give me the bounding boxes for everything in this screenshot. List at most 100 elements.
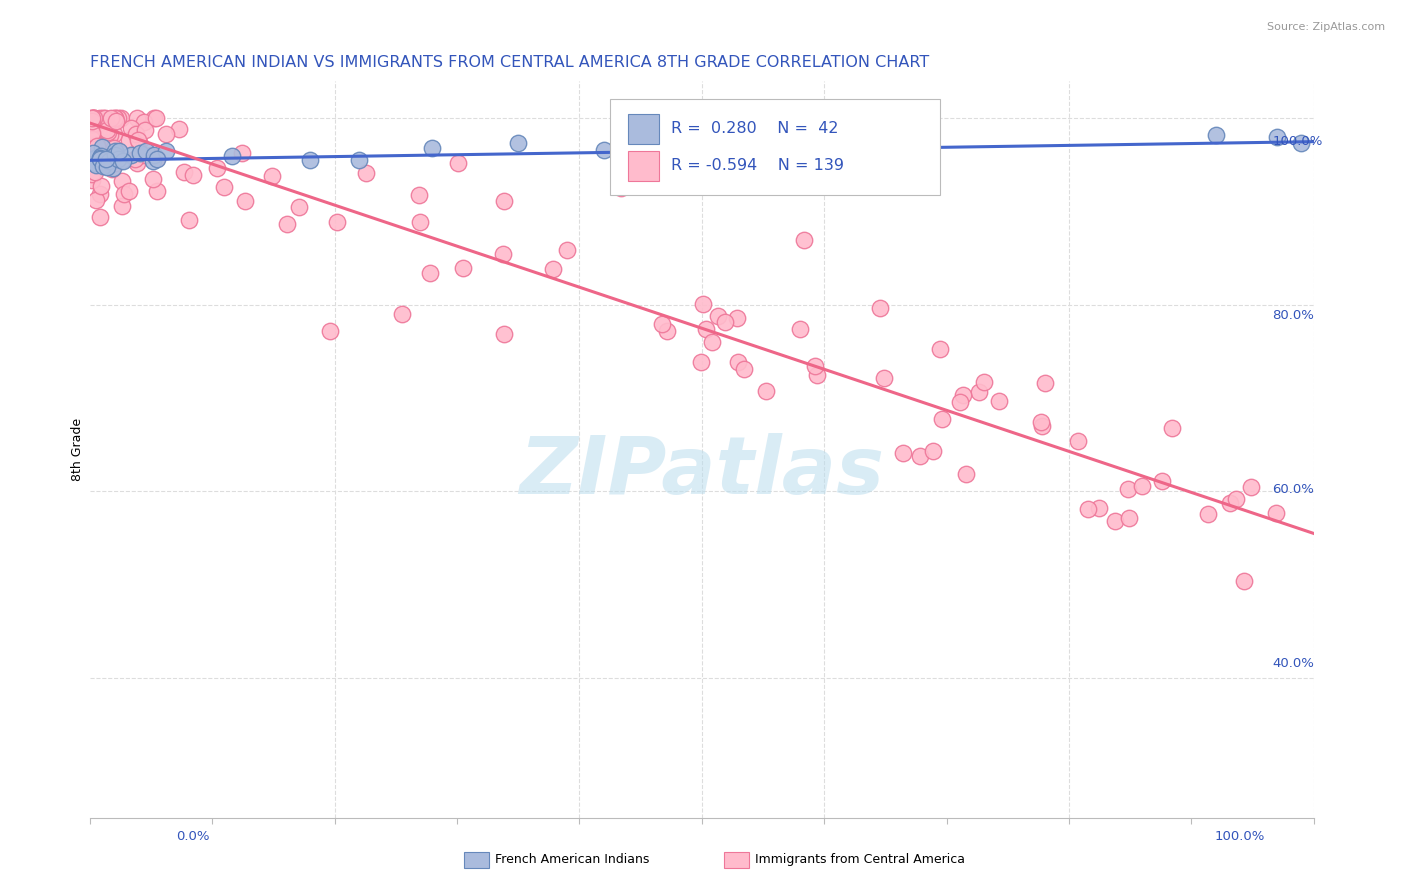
Point	[111, 153, 134, 167]
Point	[97, 125, 120, 139]
Point	[949, 394, 972, 409]
Point	[82, 143, 104, 157]
Point	[145, 184, 167, 198]
Point	[82, 117, 104, 131]
Point	[90, 179, 112, 194]
Point	[727, 355, 749, 369]
Point	[1088, 501, 1111, 516]
Point	[82, 114, 104, 128]
Point	[82, 145, 104, 160]
Text: 60.0%: 60.0%	[1272, 483, 1315, 496]
Point	[83, 112, 105, 126]
Point	[326, 215, 349, 229]
Point	[94, 152, 117, 166]
Point	[103, 161, 125, 175]
Point	[610, 181, 633, 195]
Point	[955, 467, 977, 481]
Point	[908, 449, 931, 463]
Point	[260, 169, 283, 183]
Point	[145, 152, 167, 166]
Point	[1104, 515, 1126, 529]
Point	[89, 152, 111, 166]
Point	[120, 120, 142, 135]
Point	[508, 136, 530, 151]
Point	[89, 211, 111, 225]
Point	[103, 145, 125, 159]
Point	[707, 310, 730, 324]
Point	[112, 153, 135, 168]
Point	[93, 112, 115, 126]
Point	[931, 412, 953, 426]
Point	[233, 194, 256, 209]
Point	[134, 123, 156, 137]
Point	[110, 112, 132, 126]
Point	[108, 149, 131, 163]
Point	[104, 112, 127, 126]
Bar	[628, 114, 659, 144]
Point	[873, 371, 896, 385]
Point	[94, 120, 117, 134]
Text: 100.0%: 100.0%	[1272, 136, 1323, 148]
Point	[494, 327, 516, 342]
Point	[94, 112, 117, 126]
Point	[132, 148, 155, 162]
Point	[83, 112, 105, 126]
Text: French American Indians: French American Indians	[495, 854, 650, 866]
Point	[1118, 511, 1140, 525]
Point	[692, 297, 714, 311]
Point	[96, 152, 118, 166]
Point	[105, 114, 128, 128]
Point	[1197, 507, 1219, 521]
Point	[1219, 496, 1241, 510]
Point	[128, 135, 150, 149]
Point	[105, 146, 128, 161]
Point	[657, 324, 679, 338]
Point	[541, 262, 564, 277]
Point	[98, 128, 121, 142]
Point	[592, 143, 614, 157]
Point	[987, 394, 1010, 409]
Point	[451, 261, 474, 276]
Point	[100, 112, 122, 126]
Point	[112, 186, 135, 201]
Point	[181, 169, 204, 183]
Point	[142, 154, 165, 169]
Point	[212, 180, 235, 194]
Point	[288, 200, 311, 214]
Point	[127, 156, 149, 170]
Point	[125, 128, 148, 142]
Point	[155, 144, 177, 158]
Point	[100, 149, 122, 163]
Point	[973, 376, 995, 390]
Point	[1225, 491, 1247, 506]
Point	[145, 112, 167, 126]
Point	[124, 153, 146, 167]
Point	[1264, 506, 1286, 520]
Text: Source: ZipAtlas.com: Source: ZipAtlas.com	[1267, 22, 1385, 32]
Point	[422, 141, 444, 155]
Point	[1291, 136, 1313, 150]
Point	[391, 307, 413, 321]
Point	[231, 146, 253, 161]
Point	[89, 151, 111, 165]
Point	[84, 165, 107, 179]
Point	[555, 243, 578, 257]
Point	[83, 156, 105, 170]
Point	[1205, 128, 1227, 142]
Point	[173, 164, 195, 178]
Text: R = -0.594    N = 139: R = -0.594 N = 139	[671, 158, 844, 173]
Point	[928, 342, 950, 356]
Point	[714, 315, 737, 329]
Point	[319, 324, 342, 338]
Point	[651, 317, 673, 331]
Point	[177, 213, 200, 227]
Point	[205, 161, 228, 175]
Point	[893, 446, 915, 460]
Point	[793, 233, 815, 247]
Point	[108, 145, 131, 159]
Point	[83, 128, 105, 143]
Point	[1150, 474, 1173, 488]
Point	[922, 444, 945, 458]
Point	[127, 133, 149, 147]
Point	[86, 137, 108, 152]
